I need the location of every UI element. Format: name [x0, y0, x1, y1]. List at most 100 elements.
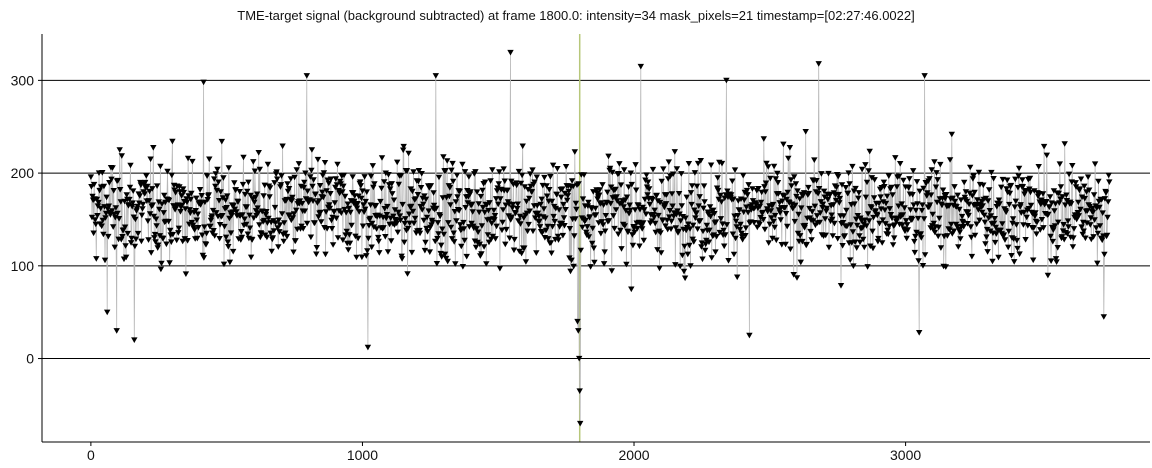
- data-point: [269, 235, 276, 241]
- data-point: [358, 195, 365, 202]
- data-point: [568, 178, 576, 184]
- data-point: [208, 213, 216, 219]
- data-point: [967, 224, 974, 230]
- data-point: [234, 199, 242, 205]
- data-point: [409, 188, 416, 195]
- data-point: [655, 212, 662, 219]
- data-point: [762, 189, 769, 195]
- data-point: [410, 220, 418, 227]
- data-point: [795, 211, 802, 218]
- data-point: [871, 177, 878, 183]
- data-point: [354, 201, 361, 207]
- data-point: [367, 173, 375, 180]
- data-point: [435, 174, 443, 181]
- data-point: [366, 215, 374, 222]
- data-point: [695, 203, 702, 209]
- data-point: [538, 196, 545, 203]
- data-point: [257, 234, 264, 241]
- data-point: [216, 222, 224, 228]
- data-point: [1020, 209, 1028, 216]
- data-point: [345, 205, 353, 212]
- data-point: [863, 223, 870, 229]
- data-point: [270, 228, 278, 234]
- data-point: [266, 185, 274, 191]
- data-point: [138, 238, 145, 245]
- data-point: [256, 166, 263, 173]
- data-point: [882, 221, 889, 227]
- data-point: [225, 244, 232, 250]
- data-point: [315, 198, 323, 204]
- data-point: [476, 209, 483, 216]
- data-point: [496, 265, 504, 272]
- data-point: [862, 162, 869, 168]
- data-point: [797, 233, 804, 239]
- data-point: [1024, 223, 1031, 229]
- data-point: [442, 255, 450, 262]
- data-point: [710, 207, 717, 214]
- data-point: [389, 191, 396, 197]
- data-point: [483, 202, 490, 208]
- data-point: [576, 355, 583, 362]
- data-point: [436, 213, 444, 220]
- data-point: [777, 217, 784, 223]
- data-point: [286, 212, 293, 218]
- data-point: [631, 229, 638, 236]
- data-point: [984, 249, 991, 255]
- data-point: [139, 201, 147, 208]
- data-point: [681, 275, 689, 282]
- data-point: [284, 181, 291, 187]
- data-point: [388, 181, 395, 187]
- data-point: [1040, 143, 1048, 150]
- data-point: [829, 233, 836, 239]
- data-point: [459, 264, 467, 270]
- data-point: [662, 223, 669, 229]
- data-point: [620, 204, 627, 210]
- data-point: [88, 214, 96, 221]
- data-point: [691, 207, 698, 214]
- data-point: [677, 263, 684, 270]
- data-point: [323, 188, 330, 194]
- data-point: [703, 237, 710, 244]
- data-point: [322, 251, 329, 258]
- data-point: [920, 216, 928, 222]
- data-point: [607, 200, 614, 207]
- data-point: [1105, 172, 1112, 179]
- data-point: [459, 161, 466, 168]
- data-point: [361, 174, 368, 180]
- data-point: [605, 218, 613, 224]
- data-point: [756, 221, 763, 228]
- data-point: [991, 216, 998, 222]
- data-point: [363, 189, 370, 195]
- data-point: [765, 240, 772, 246]
- data-point: [1002, 209, 1010, 216]
- data-point: [412, 196, 419, 202]
- data-point: [759, 209, 766, 216]
- data-point: [94, 213, 101, 219]
- data-point: [211, 176, 218, 182]
- data-point: [821, 194, 828, 201]
- data-point: [382, 170, 389, 177]
- data-point: [132, 236, 140, 243]
- data-point: [523, 198, 530, 205]
- data-point: [912, 233, 919, 240]
- data-point: [421, 247, 429, 254]
- data-point: [440, 231, 448, 238]
- data-point: [1026, 175, 1034, 182]
- data-point: [161, 192, 168, 199]
- data-point: [1011, 204, 1018, 210]
- data-point: [326, 202, 333, 208]
- data-point: [730, 196, 737, 203]
- data-point: [1006, 190, 1014, 197]
- data-point: [410, 169, 417, 175]
- data-point: [378, 185, 385, 192]
- data-point: [377, 198, 384, 205]
- data-point: [681, 243, 688, 250]
- data-point: [700, 205, 707, 212]
- data-point: [847, 257, 854, 263]
- data-point: [479, 187, 486, 194]
- data-point: [979, 203, 986, 209]
- data-point: [622, 208, 630, 214]
- data-point: [639, 226, 646, 232]
- data-point: [931, 229, 939, 236]
- data-point: [401, 239, 408, 246]
